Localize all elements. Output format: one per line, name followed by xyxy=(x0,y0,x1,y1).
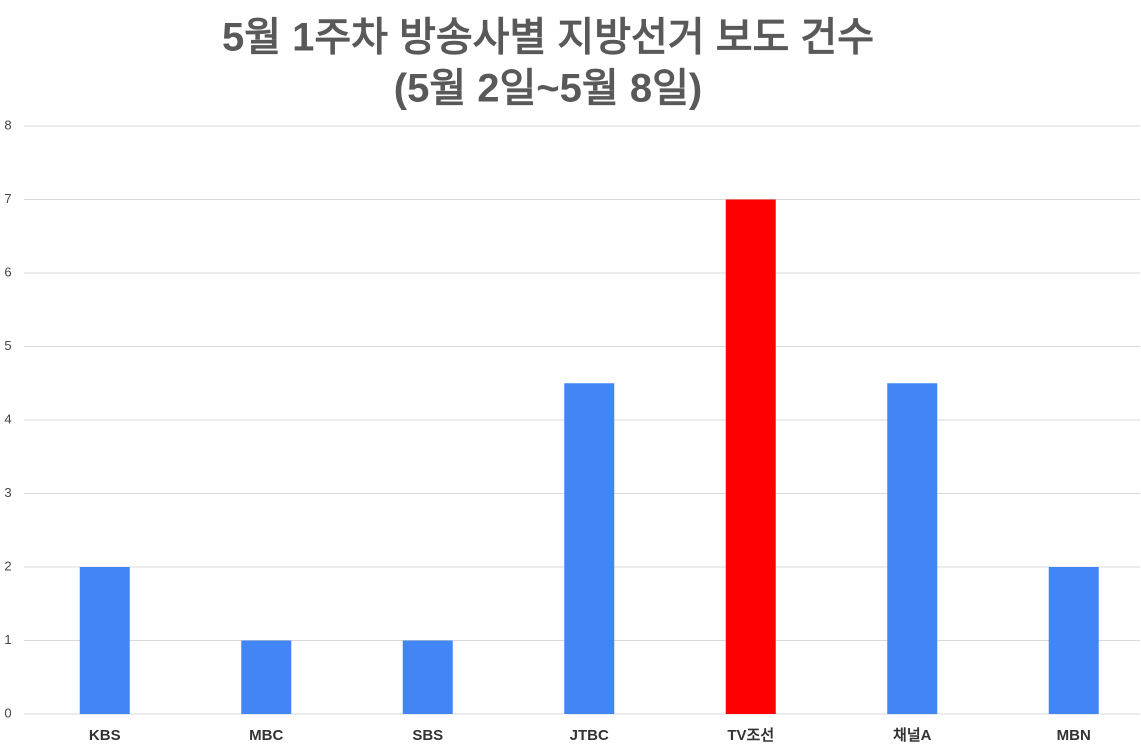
bar xyxy=(564,383,615,714)
y-tick-label: 6 xyxy=(4,264,11,279)
x-tick-label: MBN xyxy=(1057,727,1091,744)
y-tick-label: 2 xyxy=(4,558,11,573)
x-tick-label: JTBC xyxy=(570,727,609,744)
y-tick-label: 8 xyxy=(4,117,11,132)
chart-title: 5월 1주차 방송사별 지방선거 보도 건수 xyxy=(222,16,874,60)
y-tick-label: 4 xyxy=(4,411,11,426)
bar xyxy=(241,640,292,714)
y-tick-label: 5 xyxy=(4,338,11,353)
bar xyxy=(887,383,938,714)
x-tick-label: KBS xyxy=(89,727,121,744)
bar xyxy=(402,640,453,714)
x-tick-label: MBC xyxy=(249,727,283,744)
bar xyxy=(725,199,776,714)
x-tick-label: TV조선 xyxy=(727,727,774,744)
x-tick-label: SBS xyxy=(412,727,443,744)
x-tick-label: 채널A xyxy=(893,727,932,744)
y-tick-label: 3 xyxy=(4,485,11,500)
y-tick-label: 7 xyxy=(4,191,11,206)
bar xyxy=(79,567,130,714)
bar xyxy=(1048,567,1099,714)
y-tick-label: 0 xyxy=(4,705,11,720)
chart-subtitle: (5월 2일~5월 8일) xyxy=(394,67,702,111)
y-tick-label: 1 xyxy=(4,632,11,647)
